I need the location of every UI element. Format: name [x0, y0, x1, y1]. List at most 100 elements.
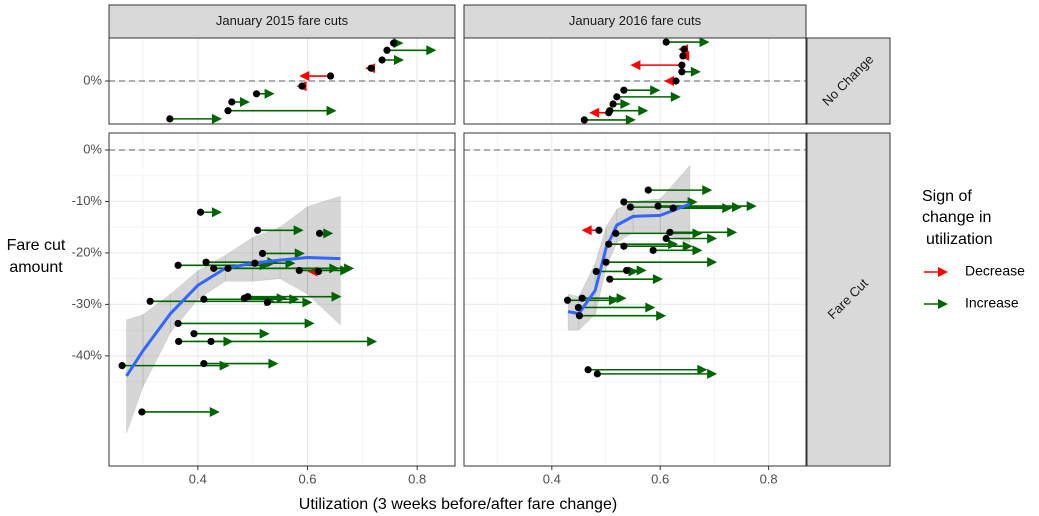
start-point	[138, 408, 146, 416]
arrow	[623, 241, 693, 252]
start-point	[190, 330, 198, 338]
x-tick-label: 0.6	[651, 471, 669, 486]
start-point	[228, 98, 236, 106]
panel-border	[463, 132, 807, 467]
start-point	[649, 246, 657, 254]
start-point	[620, 198, 628, 206]
x-tick-label: 0.6	[298, 471, 316, 486]
arrow-head	[630, 60, 641, 71]
arrow-head	[707, 368, 718, 379]
legend-title: Sign of	[922, 188, 972, 205]
arrow-head	[663, 76, 674, 86]
arrow	[666, 233, 718, 244]
start-point	[605, 240, 613, 248]
arrow-head	[938, 267, 948, 277]
arrow	[615, 228, 703, 239]
arrow-head	[636, 265, 647, 276]
arrow	[597, 368, 718, 379]
start-point	[606, 107, 614, 115]
arrow-head	[656, 310, 667, 321]
arrow-head	[682, 241, 693, 252]
start-point	[326, 72, 335, 80]
start-point	[263, 298, 272, 306]
start-point	[378, 56, 386, 64]
start-point	[620, 242, 628, 250]
arrow-head	[299, 71, 310, 82]
start-point	[593, 370, 601, 378]
arrow	[299, 265, 351, 276]
start-point	[620, 86, 628, 94]
start-point	[207, 337, 215, 346]
start-point	[252, 90, 261, 98]
arrow-head	[304, 318, 315, 329]
arrow-head	[589, 107, 600, 118]
arrow	[141, 406, 220, 417]
arrow-head	[690, 66, 701, 77]
start-point	[200, 359, 208, 368]
start-point	[584, 366, 592, 374]
start-point	[166, 115, 174, 123]
start-point	[612, 229, 620, 237]
arrow	[584, 114, 636, 125]
arrow-head	[294, 248, 305, 259]
arrow	[623, 85, 661, 96]
arrow-head	[259, 328, 270, 339]
arrow	[567, 295, 620, 306]
start-point	[298, 82, 306, 90]
start-point	[609, 100, 617, 108]
y-tick-label: 0%	[83, 72, 102, 87]
arrow-head	[293, 225, 304, 236]
arrow-head	[722, 203, 733, 214]
arrow	[262, 248, 305, 259]
start-point	[175, 337, 183, 346]
arrow-head	[692, 228, 703, 239]
start-point	[595, 226, 603, 234]
arrow-head	[268, 358, 279, 369]
legend-key	[924, 299, 948, 309]
legend-key	[924, 267, 948, 277]
start-point	[662, 38, 670, 46]
x-tick-label: 0.4	[543, 471, 561, 486]
start-point	[240, 294, 249, 302]
arrow-head	[326, 105, 337, 116]
legend-label: Decrease	[965, 263, 1025, 279]
start-point	[118, 362, 126, 370]
arrow-head	[426, 45, 437, 56]
start-point	[680, 45, 688, 53]
arrow-head	[394, 55, 405, 66]
arrow-head	[638, 105, 649, 116]
start-point	[224, 107, 232, 115]
start-point	[679, 52, 687, 60]
start-point	[666, 228, 674, 236]
start-point	[654, 202, 662, 210]
start-point	[383, 46, 391, 54]
y-axis-title: amount	[9, 259, 63, 276]
arrow	[169, 113, 222, 124]
arrow-head	[276, 293, 287, 304]
panel-bg	[464, 133, 806, 466]
arrow-head	[650, 85, 661, 96]
start-point	[258, 249, 267, 258]
arrow-head	[727, 227, 738, 238]
arrow-head	[616, 293, 627, 304]
start-point	[669, 204, 677, 212]
arrow-head	[609, 295, 620, 306]
arrow-head	[628, 266, 639, 277]
arrow	[653, 245, 703, 256]
arrow-head	[702, 185, 713, 196]
arrow-head	[697, 364, 708, 375]
arrow-head	[331, 291, 342, 302]
start-point	[678, 61, 686, 69]
start-point	[315, 229, 324, 237]
panel-border	[108, 37, 456, 125]
start-point	[644, 186, 652, 194]
start-point	[210, 264, 218, 272]
arrow-head	[211, 113, 222, 124]
arrow	[578, 302, 656, 313]
start-point	[592, 267, 600, 276]
y-tick-label: -20%	[72, 244, 103, 259]
x-tick-label: 0.8	[408, 471, 426, 486]
x-tick-label: 0.8	[760, 471, 778, 486]
arrow	[257, 225, 304, 236]
start-point	[200, 295, 208, 303]
